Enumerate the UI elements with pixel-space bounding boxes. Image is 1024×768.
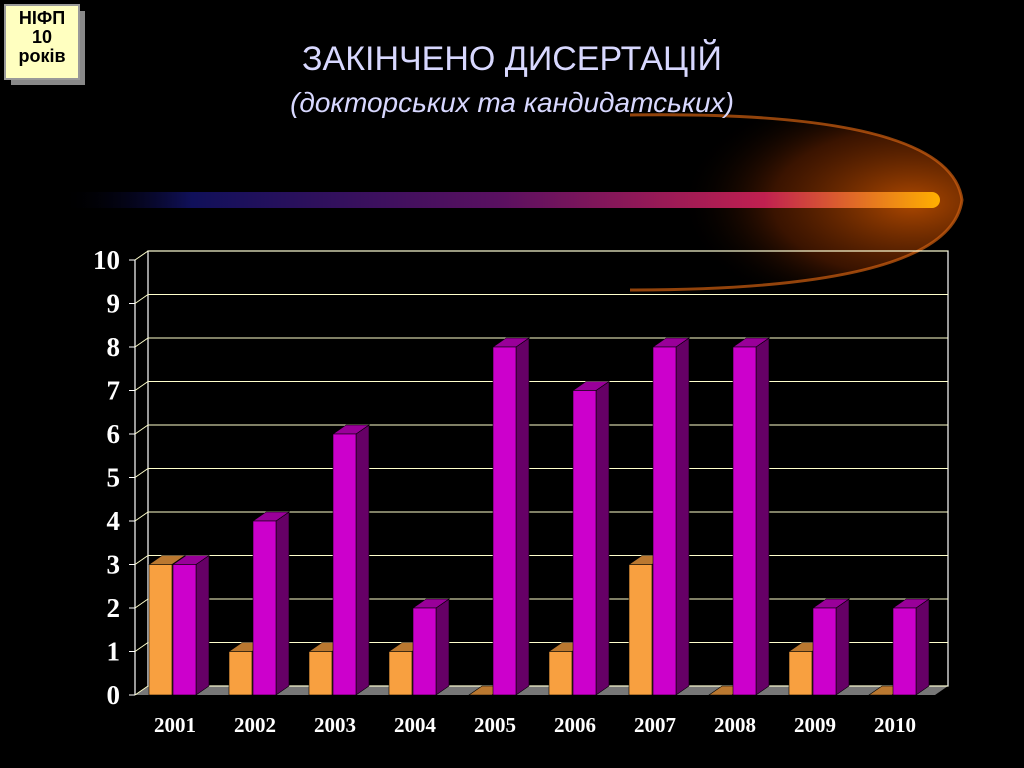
bar [172,554,210,696]
bar-front [732,346,757,696]
badge: НІФП 10 років [4,4,85,85]
bar-front [228,651,253,696]
bar-front [332,433,357,696]
bar [732,337,770,696]
bar [892,598,930,696]
grid-line [134,381,149,391]
chart-title: ЗАКІНЧЕНО ДИСЕРТАЦІЙ [302,40,722,78]
bar-front [492,346,517,696]
bar-front [252,520,277,696]
x-tick-label: 2006 [554,713,596,737]
bar [492,337,530,696]
bar-side [595,380,610,696]
badge-text: НІФП [19,8,65,28]
bar-side [435,598,450,696]
x-tick-label: 2001 [154,713,196,737]
x-tick-label: 2009 [794,713,836,737]
grid-line [134,642,149,652]
x-tick-label: 2002 [234,713,276,737]
x-tick-label: 2004 [394,713,437,737]
bar-front [148,564,173,696]
grid-line [134,250,149,261]
bar-front [788,651,813,696]
bar [252,511,290,696]
grid-line [134,685,149,696]
bar-front [572,390,597,696]
plot: 0 1 2 3 4 5 6 7 8 9 10 2001 2002 2003 2004 2005 2006 2007… [93,245,949,737]
y-tick-label: 9 [107,289,121,319]
bar [812,598,850,696]
y-tick-label: 0 [107,680,121,710]
bar-side [275,511,290,696]
grid-line [134,337,149,348]
bar-front [812,607,837,696]
bar-side [355,424,370,696]
x-tick-label: 2010 [874,713,916,737]
bar-front [388,651,413,696]
x-tick-label: 2003 [314,713,356,737]
y-tick-label: 6 [107,419,121,449]
bar [572,380,610,696]
bar-front [308,651,333,696]
y-tick-label: 4 [107,506,121,536]
grid-line [134,424,149,435]
bar-side [835,598,850,696]
comet-decoration [60,113,964,292]
y-tick-label: 5 [107,463,121,493]
grid-line [134,511,149,522]
y-tick-label: 3 [107,550,121,580]
x-tick-label: 2005 [474,713,516,737]
grid-line [134,555,149,565]
bar [652,337,690,696]
grid-line [134,294,149,304]
bar-side [675,337,690,696]
bar-front [172,564,197,696]
bar-side [195,554,210,696]
y-tick-label: 10 [93,245,120,275]
bar-side [515,337,530,696]
bar-front [892,607,917,696]
badge-text: років [18,46,65,66]
grid-line [134,468,149,478]
bar-side [755,337,770,696]
bar-front [548,651,573,696]
badge-text: 10 [32,27,52,47]
y-tick-label: 2 [107,593,121,623]
y-tick-label: 8 [107,332,121,362]
bar [412,598,450,696]
chart-subtitle: (докторських та кандидатських) [290,87,734,118]
y-tick-label: 7 [107,376,121,406]
y-tick-label: 1 [107,637,121,667]
bar-front [652,346,677,696]
grid-line [134,598,149,609]
bar [332,424,370,696]
x-tick-label: 2008 [714,713,756,737]
x-tick-label: 2007 [634,713,676,737]
bar-front [412,607,437,696]
bar-front [628,564,653,696]
bar-side [915,598,930,696]
